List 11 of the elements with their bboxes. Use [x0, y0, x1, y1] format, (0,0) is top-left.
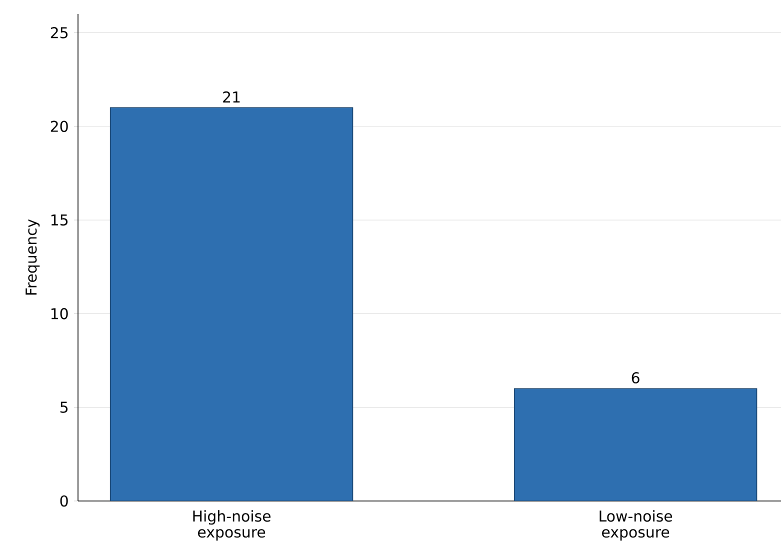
- y-tick-label: 10: [51, 308, 68, 320]
- x-tick-label: Low-noise exposure: [600, 510, 672, 541]
- y-tick-label: 15: [51, 214, 68, 226]
- y-axis-title: Frequency: [26, 219, 40, 295]
- y-tick-label: 0: [60, 495, 68, 507]
- data-label: 6: [632, 372, 640, 384]
- y-tick-label: 5: [60, 402, 68, 413]
- y-tick-label: 25: [50, 27, 68, 38]
- y-tick-label: 20: [50, 120, 68, 132]
- data-label: 21: [223, 91, 240, 102]
- x-tick-label: High-noise exposure: [193, 510, 270, 541]
